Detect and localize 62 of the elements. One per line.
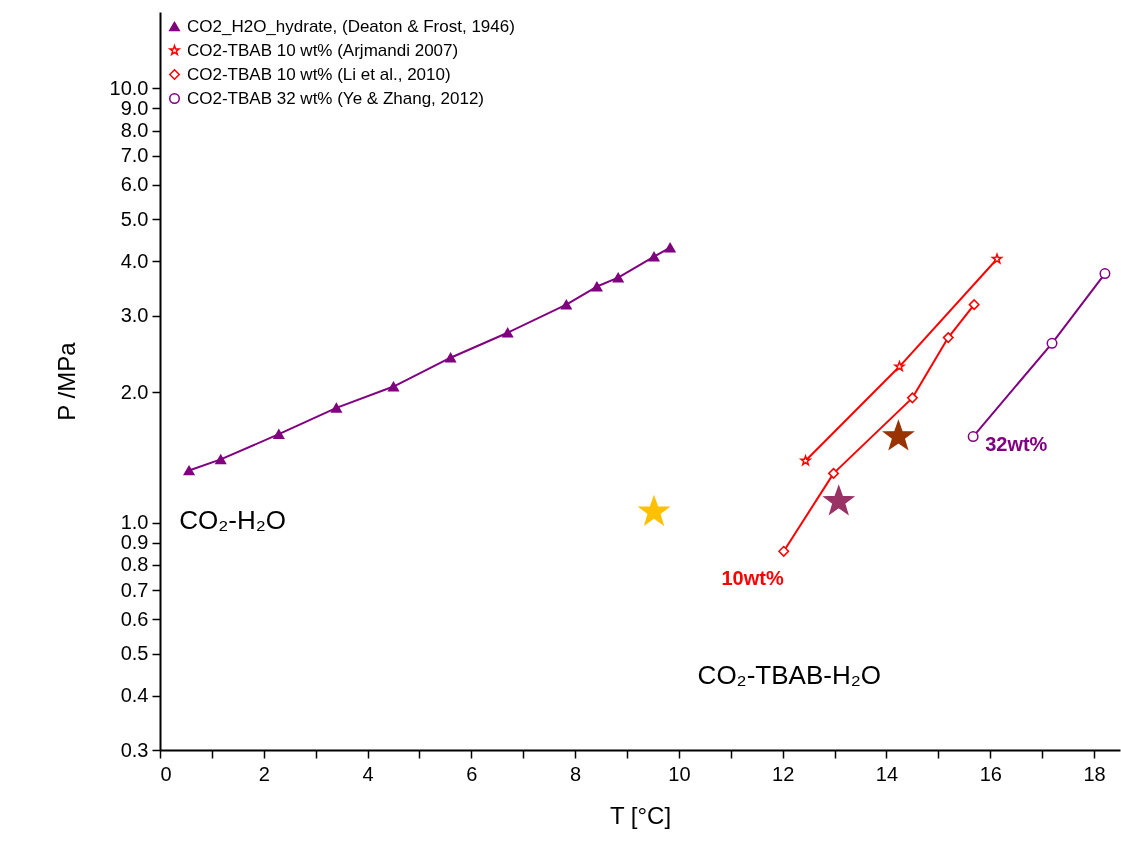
legend-label: CO2-TBAB 10 wt% (Li et al., 2010) xyxy=(187,64,451,84)
x-axis-title: T [°C] xyxy=(609,801,672,829)
y-tick-label: 10.0 xyxy=(109,76,149,99)
point xyxy=(388,381,400,392)
point xyxy=(967,431,979,443)
legend-label: CO2_H2O_hydrate, (Deaton & Frost, 1946) xyxy=(187,16,515,36)
point xyxy=(648,251,660,262)
y-tick-label: 9.0 xyxy=(120,96,149,119)
x-tick-label: 6 xyxy=(466,762,478,785)
point xyxy=(823,485,854,515)
x-tick-label: 16 xyxy=(979,762,1002,785)
annotation: 32wt% xyxy=(985,432,1048,455)
point xyxy=(800,455,811,466)
y-tick-label: 0.9 xyxy=(120,531,149,554)
legend-label: CO2-TBAB 32 wt% (Ye & Zhang, 2012) xyxy=(187,88,485,108)
point xyxy=(445,352,457,363)
x-tick-label: 14 xyxy=(875,762,899,785)
y-tick-label: 5.0 xyxy=(120,207,149,230)
y-tick-label: 2.0 xyxy=(120,380,149,403)
point xyxy=(639,496,670,525)
x-tick-label: 18 xyxy=(1083,762,1106,785)
point xyxy=(1046,337,1058,349)
point xyxy=(883,420,914,450)
point xyxy=(612,272,624,283)
point xyxy=(183,465,195,476)
x-tick-label: 8 xyxy=(570,762,582,785)
y-tick-label: 3.0 xyxy=(120,304,149,327)
point xyxy=(664,242,676,253)
x-tick-label: 4 xyxy=(362,762,374,785)
y-tick-label: 8.0 xyxy=(120,119,149,142)
y-tick-label: 7.0 xyxy=(120,144,149,167)
x-tick-label: 2 xyxy=(258,762,270,785)
y-tick-label: 0.5 xyxy=(120,642,149,665)
annotation: 10wt% xyxy=(721,567,784,590)
point xyxy=(991,253,1003,264)
annotation: CO₂-TBAB-H₂O xyxy=(697,660,882,691)
y-tick-label: 1.0 xyxy=(120,511,149,534)
y-tick-label: 4.0 xyxy=(120,249,149,272)
y-tick-label: 0.8 xyxy=(120,553,149,576)
point xyxy=(906,392,918,404)
y-tick-label: 0.7 xyxy=(120,578,149,601)
x-tick-label: 12 xyxy=(772,762,795,785)
point xyxy=(215,454,227,465)
x-tick-label: 10 xyxy=(668,762,691,785)
point xyxy=(502,327,514,338)
point xyxy=(330,402,342,413)
y-axis-title: P /MPa xyxy=(52,341,80,421)
point xyxy=(1099,268,1111,280)
y-tick-label: 0.6 xyxy=(120,607,149,630)
point xyxy=(560,299,572,310)
y-tick-label: 6.0 xyxy=(120,173,149,196)
point xyxy=(778,545,790,557)
point xyxy=(591,281,603,292)
y-tick-label: 0.4 xyxy=(120,684,149,707)
point xyxy=(828,467,840,479)
x-tick-label: 0 xyxy=(160,762,172,785)
point xyxy=(942,332,954,344)
y-tick-label: 0.3 xyxy=(120,738,149,761)
legend-label: CO2-TBAB 10 wt% (Arjmandi 2007) xyxy=(187,40,459,60)
point xyxy=(968,299,980,311)
point xyxy=(273,429,285,440)
annotation: CO₂-H₂O xyxy=(179,505,287,536)
